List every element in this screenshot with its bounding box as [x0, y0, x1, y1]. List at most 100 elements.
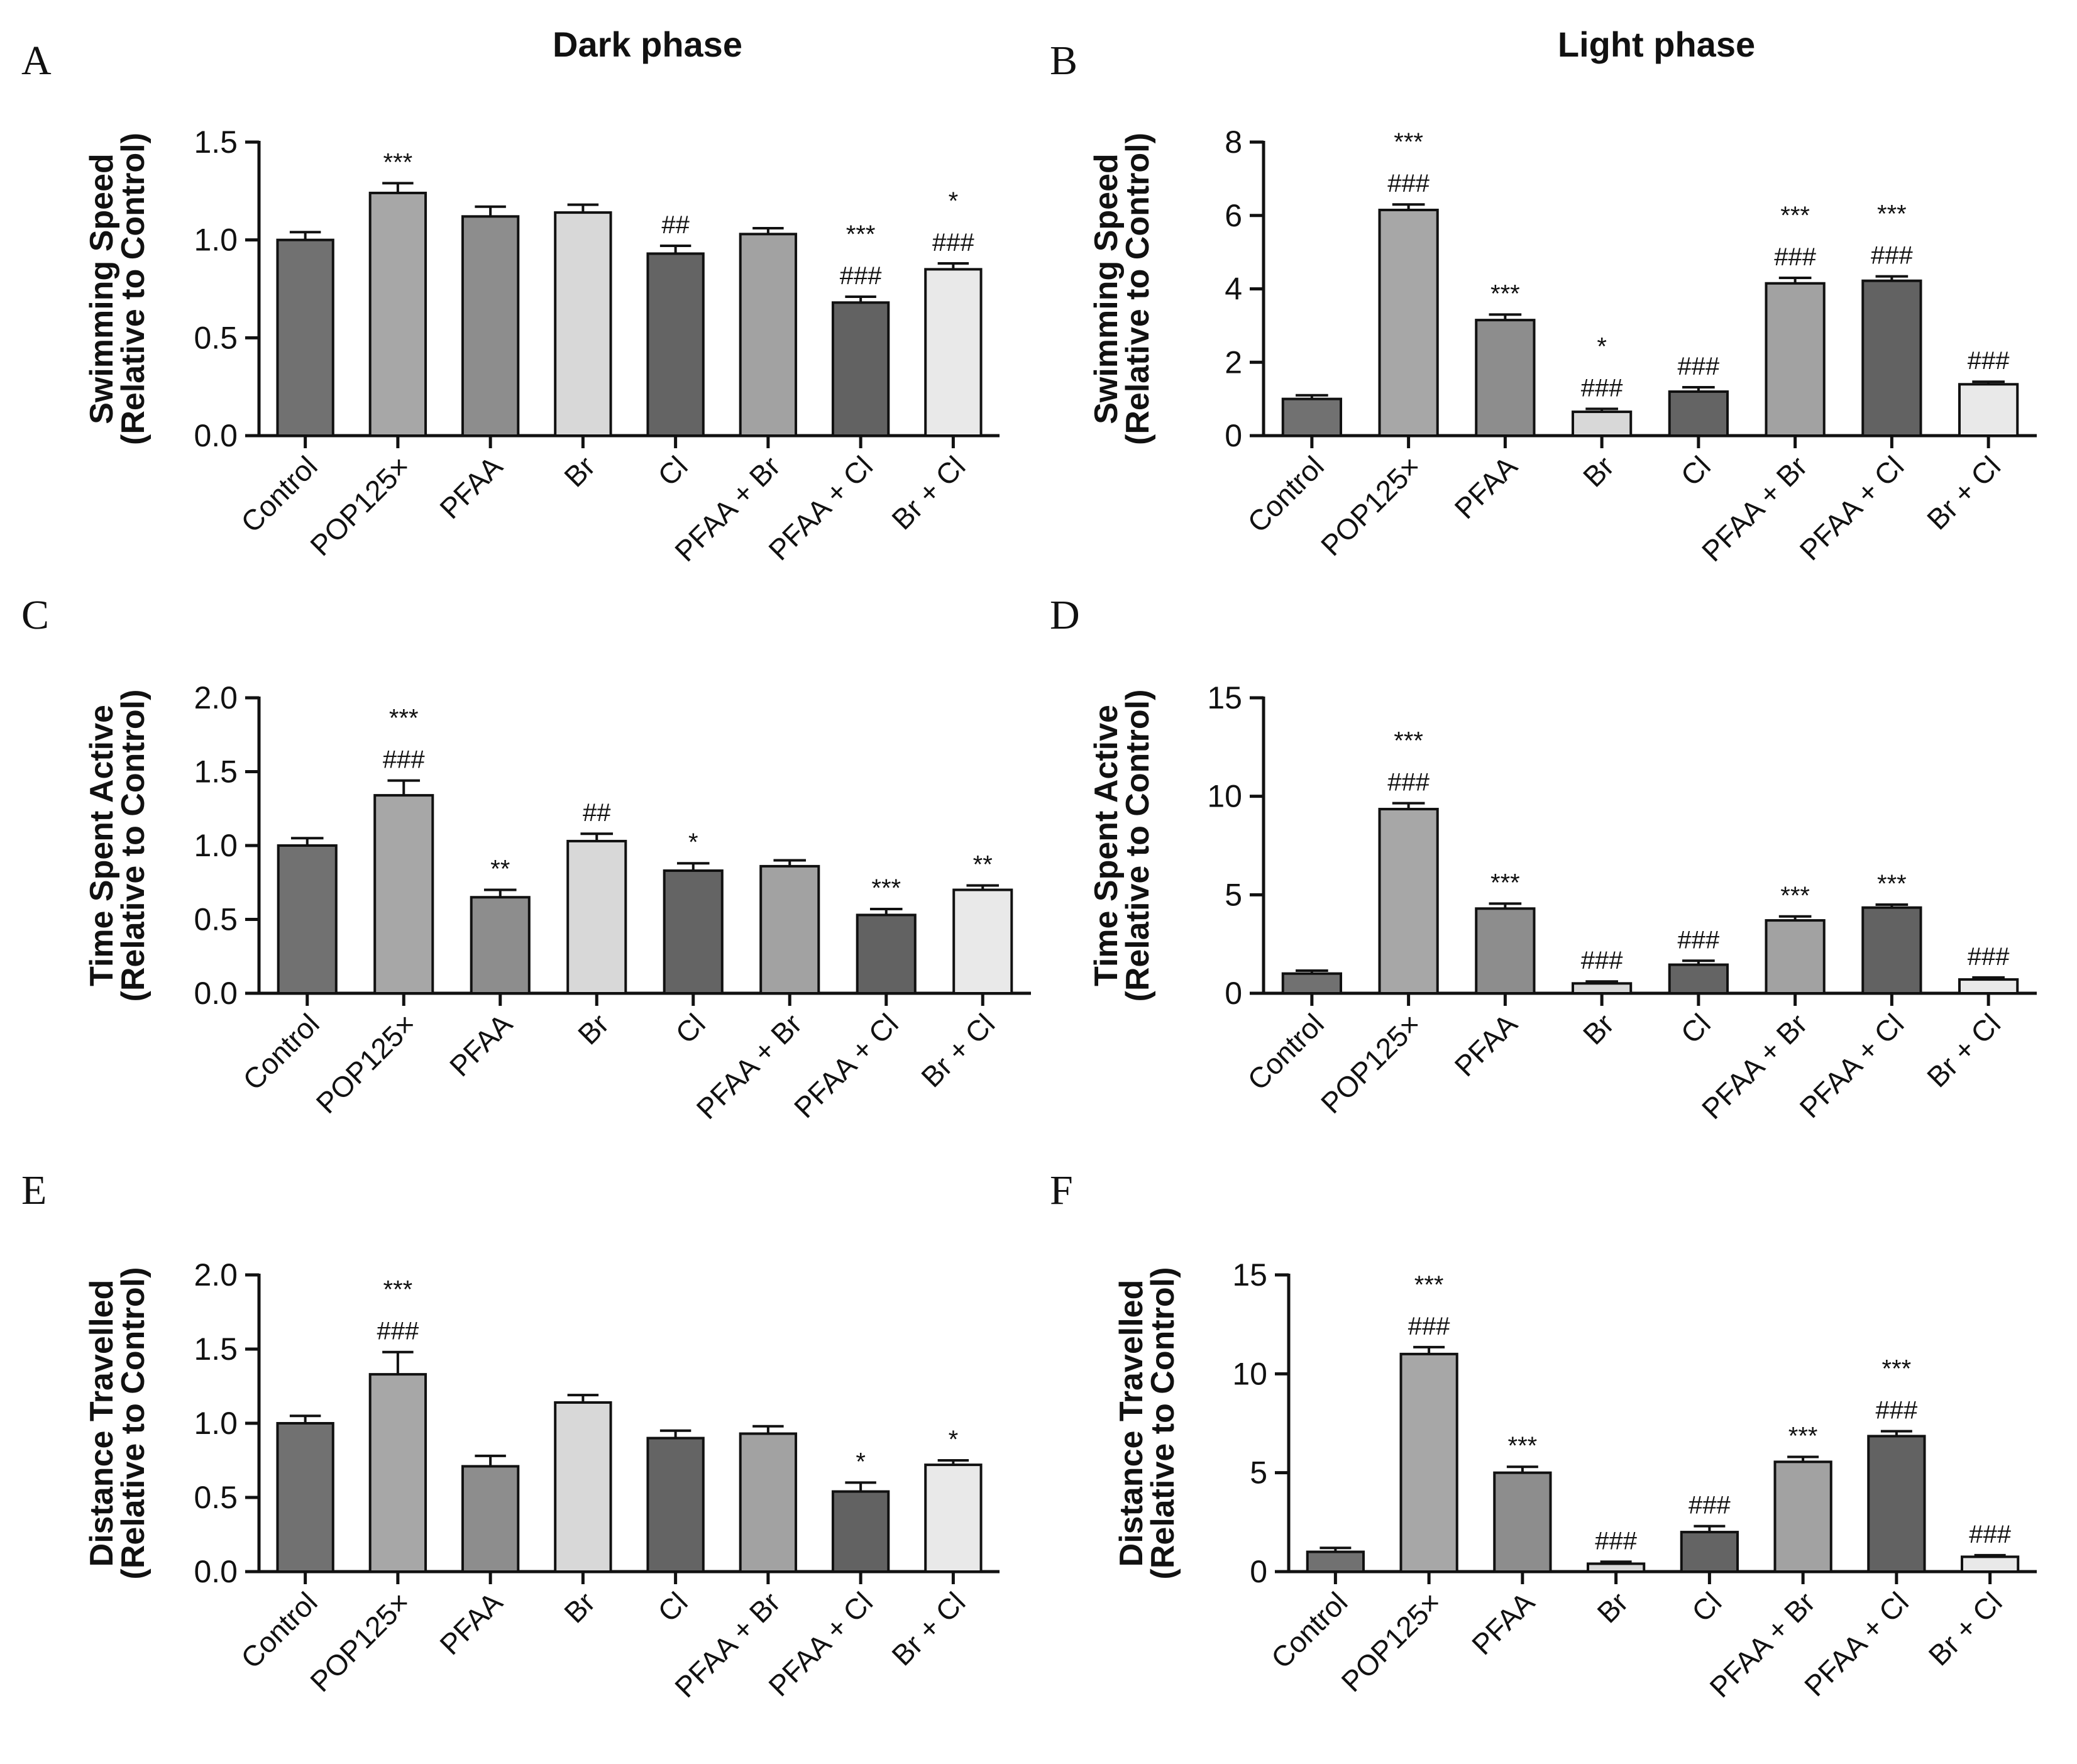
bar: [554, 1401, 612, 1573]
significance-label: ***: [1882, 1355, 1912, 1383]
panel-b: B Light phase Swimming Speed(Relative to C…: [1050, 25, 2037, 568]
y-axis-label-sub: (Relative to Control): [1120, 690, 1156, 1002]
bar: [1773, 1460, 1832, 1574]
significance-label: ***: [1780, 202, 1810, 229]
y-tick-label: 2.0: [194, 680, 238, 715]
bar: [1475, 907, 1536, 995]
bar: [1668, 963, 1729, 995]
y-tick-label: 0.0: [194, 418, 238, 453]
bar: [470, 896, 531, 995]
y-axis-label-sub: (Relative to Control): [115, 133, 152, 445]
bar: [1861, 279, 1922, 437]
y-axis-label: Distance Travelled: [84, 1280, 120, 1567]
significance-label: ***: [383, 148, 413, 176]
bar: [1572, 982, 1633, 995]
bar: [566, 839, 627, 995]
significance-label: ***: [1414, 1271, 1444, 1299]
y-tick-label: 15: [1207, 680, 1242, 715]
bar: [646, 1436, 705, 1574]
bar: [663, 869, 724, 995]
significance-label: ###: [1871, 242, 1913, 270]
panel-letter: A: [21, 38, 52, 84]
significance-label: ###: [1387, 170, 1430, 197]
significance-label: ###: [840, 262, 882, 290]
bar: [1281, 397, 1342, 437]
significance-label: **: [973, 851, 993, 878]
bar: [856, 913, 917, 995]
significance-label: ###: [1876, 1397, 1918, 1425]
bar: [276, 1422, 334, 1573]
bar: [1378, 808, 1439, 995]
significance-label: ***: [389, 705, 419, 732]
y-axis-label-sub: (Relative to Control): [1120, 133, 1156, 445]
significance-label: ***: [1877, 201, 1907, 228]
significance-label: ###: [932, 229, 974, 256]
significance-label: ###: [1774, 243, 1816, 271]
y-tick-label: 0: [1225, 976, 1242, 1011]
bar: [368, 1373, 427, 1574]
bar: [739, 233, 798, 437]
significance-label: ***: [1490, 280, 1520, 307]
bar: [924, 268, 983, 437]
panel-letter: B: [1050, 38, 1077, 84]
bar: [952, 888, 1013, 995]
significance-label: ###: [1408, 1313, 1450, 1340]
y-tick-label: 6: [1225, 198, 1242, 233]
y-tick-label: 0.5: [194, 320, 238, 355]
bar: [461, 215, 520, 437]
bar: [373, 794, 434, 995]
panel-letter: E: [21, 1167, 47, 1213]
bar: [1680, 1531, 1739, 1573]
y-tick-label: 1.0: [194, 828, 238, 863]
panel-letter: D: [1050, 592, 1080, 638]
y-tick-label: 1.5: [194, 1331, 238, 1367]
significance-label: *: [856, 1448, 866, 1475]
significance-label: ***: [1780, 882, 1810, 910]
bar: [1475, 319, 1536, 437]
bar: [739, 1432, 798, 1574]
panel-letter: F: [1050, 1167, 1073, 1213]
significance-label: ###: [1581, 947, 1623, 974]
y-tick-label: 0.0: [194, 976, 238, 1011]
y-axis-label-sub: (Relative to Control): [115, 690, 152, 1002]
y-tick-label: 1.5: [194, 754, 238, 790]
panel-e: E Distance Travelled(Relative to Control)…: [21, 1167, 1000, 1704]
y-tick-label: 4: [1225, 272, 1242, 307]
significance-label: ###: [383, 746, 425, 774]
bar: [1493, 1471, 1552, 1574]
y-tick-label: 0.5: [194, 902, 238, 937]
bar: [554, 211, 612, 437]
y-tick-label: 10: [1207, 779, 1242, 814]
significance-label: ***: [846, 221, 876, 248]
significance-label: ###: [377, 1318, 419, 1345]
bar: [1765, 282, 1826, 437]
phase-title: Light phase: [1558, 25, 1755, 64]
panel-letter: C: [21, 592, 49, 638]
bar: [277, 844, 338, 995]
y-axis-label: Swimming Speed: [84, 153, 120, 424]
panel-a: A Dark phase Swimming Speed(Relative to Co…: [21, 25, 1000, 568]
significance-label: ###: [1689, 1492, 1731, 1519]
significance-label: ***: [1394, 727, 1423, 755]
significance-label: ***: [871, 874, 901, 902]
y-tick-label: 0: [1225, 418, 1242, 453]
y-axis-label: Time Spent Active: [1088, 705, 1125, 986]
significance-label: ###: [1678, 353, 1720, 380]
y-tick-label: 0.0: [194, 1554, 238, 1589]
significance-label: ###: [1969, 1521, 2011, 1548]
significance-label: ***: [1877, 870, 1907, 898]
bar: [461, 1465, 520, 1573]
bar: [276, 238, 334, 437]
bar: [1668, 390, 1729, 438]
y-tick-label: 5: [1225, 877, 1242, 912]
y-axis-label-sub: (Relative to Control): [1145, 1267, 1181, 1580]
significance-label: ###: [1678, 926, 1720, 954]
bar: [646, 252, 705, 437]
significance-label: **: [490, 856, 510, 883]
bar: [831, 1490, 890, 1574]
y-tick-label: 8: [1225, 124, 1242, 160]
y-tick-label: 0.5: [194, 1480, 238, 1515]
y-tick-label: 1.5: [194, 124, 238, 160]
